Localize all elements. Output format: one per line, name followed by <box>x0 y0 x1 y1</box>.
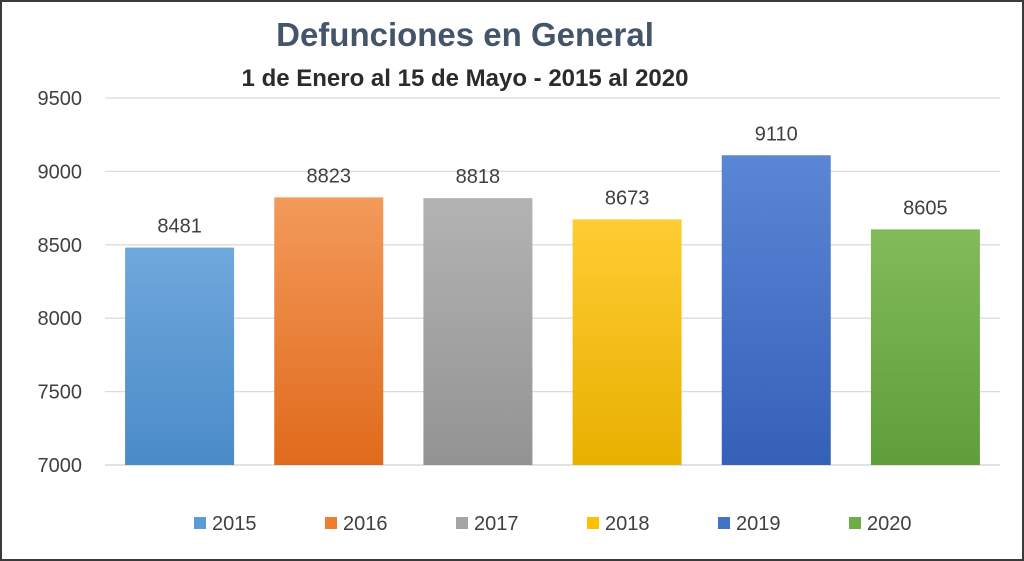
chart-subtitle: 1 de Enero al 15 de Mayo - 2015 al 2020 <box>242 65 689 92</box>
bars <box>125 155 980 465</box>
legend-label-2016: 2016 <box>343 513 388 535</box>
y-axis-ticks: 7000 7500 8000 8500 9000 9500 <box>38 88 83 477</box>
bar-2020 <box>870 229 980 465</box>
legend-label-2019: 2019 <box>736 513 781 535</box>
bar-2017 <box>423 198 533 465</box>
legend-swatch-2018 <box>587 517 599 529</box>
legend-label-2015: 2015 <box>212 513 257 535</box>
bar-2015 <box>125 247 235 465</box>
bar-2016 <box>274 197 384 465</box>
legend-swatch-2020 <box>849 517 861 529</box>
y-tick-label: 7000 <box>38 455 83 477</box>
legend-label-2017: 2017 <box>474 513 519 535</box>
bar-2019 <box>721 155 831 465</box>
data-label-2020: 8605 <box>903 197 948 219</box>
legend-label-2018: 2018 <box>605 513 650 535</box>
chart-title: Defunciones en General <box>276 16 654 53</box>
data-label-2018: 8673 <box>605 187 650 209</box>
y-tick-label: 9500 <box>38 88 83 110</box>
legend-swatch-2015 <box>194 517 206 529</box>
y-tick-label: 8000 <box>38 308 83 330</box>
y-tick-label: 7500 <box>38 382 83 404</box>
data-label-2015: 8481 <box>157 216 202 238</box>
data-label-2019: 9110 <box>755 123 798 145</box>
legend: 2015 2016 2017 2018 2019 2020 <box>194 513 912 535</box>
data-label-2016: 8823 <box>307 165 352 187</box>
legend-label-2020: 2020 <box>867 513 912 535</box>
legend-swatch-2017 <box>456 517 468 529</box>
y-tick-label: 9000 <box>38 161 83 183</box>
legend-swatch-2016 <box>325 517 337 529</box>
data-labels: 8481 8823 8818 8673 9110 8605 <box>157 123 947 237</box>
bar-2018 <box>572 219 682 465</box>
y-tick-label: 8500 <box>38 235 83 257</box>
legend-swatch-2019 <box>718 517 730 529</box>
data-label-2017: 8818 <box>456 166 501 188</box>
gridlines <box>105 97 1000 466</box>
